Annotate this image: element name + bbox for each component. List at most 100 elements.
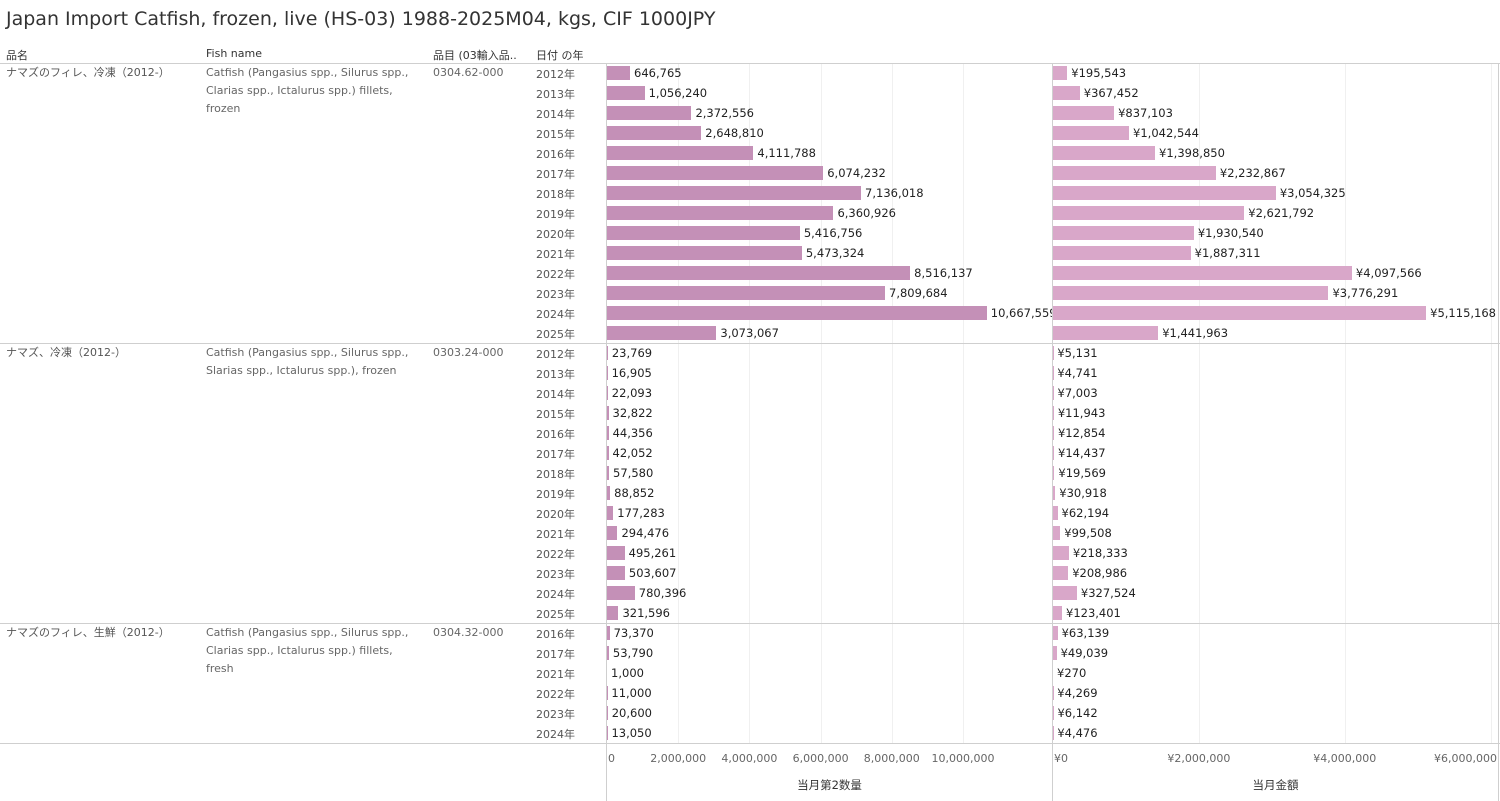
qty-bar[interactable] bbox=[607, 206, 834, 220]
value-bar[interactable] bbox=[1053, 426, 1054, 440]
value-bar[interactable] bbox=[1053, 506, 1058, 520]
qty-bar[interactable] bbox=[607, 286, 886, 300]
qty-data-label: 503,607 bbox=[628, 566, 677, 580]
value-bar[interactable] bbox=[1053, 626, 1058, 640]
qty-data-label: 6,360,926 bbox=[837, 206, 896, 220]
qty-bar[interactable] bbox=[607, 66, 631, 80]
value-axis-tick-label: ¥0 bbox=[1054, 752, 1068, 765]
year-label: 2021年 bbox=[536, 668, 575, 681]
column-header-fish-name[interactable]: Fish name bbox=[206, 47, 262, 60]
value-bar[interactable] bbox=[1053, 206, 1245, 220]
year-label: 2023年 bbox=[536, 288, 575, 301]
year-label: 2015年 bbox=[536, 128, 575, 141]
qty-bar[interactable] bbox=[607, 366, 608, 380]
qty-bar[interactable] bbox=[607, 346, 608, 360]
qty-bar[interactable] bbox=[607, 126, 702, 140]
qty-data-label: 13,050 bbox=[611, 726, 652, 740]
qty-bar[interactable] bbox=[607, 646, 609, 660]
value-data-label: ¥49,039 bbox=[1060, 646, 1109, 660]
year-label: 2024年 bbox=[536, 728, 575, 741]
value-bar[interactable] bbox=[1053, 446, 1055, 460]
qty-bar[interactable] bbox=[607, 226, 800, 240]
qty-bar[interactable] bbox=[607, 486, 611, 500]
qty-bar[interactable] bbox=[607, 446, 609, 460]
qty-bar[interactable] bbox=[607, 386, 608, 400]
value-data-label: ¥1,042,544 bbox=[1133, 126, 1199, 140]
value-bar[interactable] bbox=[1053, 126, 1130, 140]
value-bar[interactable] bbox=[1053, 466, 1055, 480]
qty-data-label: 177,283 bbox=[617, 506, 665, 520]
qty-bar[interactable] bbox=[607, 606, 619, 620]
qty-bar[interactable] bbox=[607, 706, 608, 720]
qty-data-label: 321,596 bbox=[622, 606, 670, 620]
value-bar[interactable] bbox=[1053, 586, 1077, 600]
value-bar[interactable] bbox=[1053, 226, 1194, 240]
value-data-label: ¥837,103 bbox=[1118, 106, 1173, 120]
qty-bar[interactable] bbox=[607, 306, 987, 320]
value-bar[interactable] bbox=[1053, 546, 1069, 560]
value-bar[interactable] bbox=[1053, 146, 1156, 160]
value-bar[interactable] bbox=[1053, 566, 1069, 580]
value-bar[interactable] bbox=[1053, 606, 1062, 620]
qty-bar[interactable] bbox=[607, 146, 754, 160]
value-bar[interactable] bbox=[1053, 86, 1080, 100]
value-bar[interactable] bbox=[1053, 166, 1216, 180]
qty-bar[interactable] bbox=[607, 266, 911, 280]
qty-bar[interactable] bbox=[607, 526, 618, 540]
qty-bar[interactable] bbox=[607, 166, 824, 180]
value-data-label: ¥63,139 bbox=[1061, 626, 1110, 640]
year-label: 2023年 bbox=[536, 708, 575, 721]
qty-bar[interactable] bbox=[607, 506, 614, 520]
qty-data-label: 73,370 bbox=[613, 626, 654, 640]
qty-bar[interactable] bbox=[607, 626, 610, 640]
value-bar[interactable] bbox=[1053, 646, 1057, 660]
qty-bar[interactable] bbox=[607, 86, 645, 100]
value-bar[interactable] bbox=[1053, 266, 1352, 280]
value-data-label: ¥1,930,540 bbox=[1197, 226, 1264, 240]
value-bar[interactable] bbox=[1053, 526, 1061, 540]
qty-bar[interactable] bbox=[607, 186, 862, 200]
qty-bar[interactable] bbox=[607, 326, 717, 340]
qty-data-label: 22,093 bbox=[611, 386, 653, 400]
qty-bar[interactable] bbox=[607, 546, 625, 560]
qty-bar[interactable] bbox=[607, 426, 609, 440]
value-gridline bbox=[1198, 63, 1200, 743]
qty-data-label: 53,790 bbox=[612, 646, 654, 660]
year-label: 2021年 bbox=[536, 528, 575, 541]
qty-data-label: 44,356 bbox=[612, 426, 653, 440]
value-bar[interactable] bbox=[1053, 246, 1191, 260]
value-bar[interactable] bbox=[1053, 306, 1427, 320]
group-name-jp: ナマズ、冷凍（2012-） bbox=[6, 346, 126, 359]
value-bar[interactable] bbox=[1053, 326, 1159, 340]
value-bar[interactable] bbox=[1053, 406, 1054, 420]
qty-bar[interactable] bbox=[607, 246, 802, 260]
value-bar[interactable] bbox=[1053, 106, 1115, 120]
year-label: 2015年 bbox=[536, 408, 575, 421]
value-data-label: ¥2,232,867 bbox=[1219, 166, 1286, 180]
value-bar[interactable] bbox=[1053, 286, 1329, 300]
qty-axis-tick-label: 2,000,000 bbox=[650, 752, 707, 765]
value-data-label: ¥14,437 bbox=[1058, 446, 1106, 460]
qty-bar[interactable] bbox=[607, 466, 610, 480]
qty-bar[interactable] bbox=[607, 406, 609, 420]
group-fish-name: Catfish (Pangasius spp., Silurus spp., C… bbox=[206, 66, 409, 115]
value-bar[interactable] bbox=[1053, 186, 1276, 200]
group-code: 0304.62-000 bbox=[433, 66, 504, 79]
value-data-label: ¥5,131 bbox=[1057, 346, 1098, 360]
group-divider bbox=[0, 623, 1500, 624]
column-header-year[interactable]: 日付 の年 bbox=[536, 49, 584, 62]
value-bar[interactable] bbox=[1053, 486, 1056, 500]
column-header-code[interactable]: 品目 (03輸入品.. bbox=[433, 49, 517, 62]
value-bar[interactable] bbox=[1053, 66, 1068, 80]
group-divider bbox=[0, 743, 1500, 744]
qty-bar[interactable] bbox=[607, 106, 692, 120]
year-label: 2018年 bbox=[536, 468, 575, 481]
qty-data-label: 646,765 bbox=[634, 66, 682, 80]
value-bar[interactable] bbox=[1053, 386, 1054, 400]
header-divider bbox=[0, 63, 1500, 64]
column-header-name-jp[interactable]: 品名 bbox=[6, 49, 28, 62]
qty-bar[interactable] bbox=[607, 586, 635, 600]
qty-data-label: 7,136,018 bbox=[865, 186, 924, 200]
qty-bar[interactable] bbox=[607, 566, 625, 580]
qty-data-label: 294,476 bbox=[621, 526, 670, 540]
